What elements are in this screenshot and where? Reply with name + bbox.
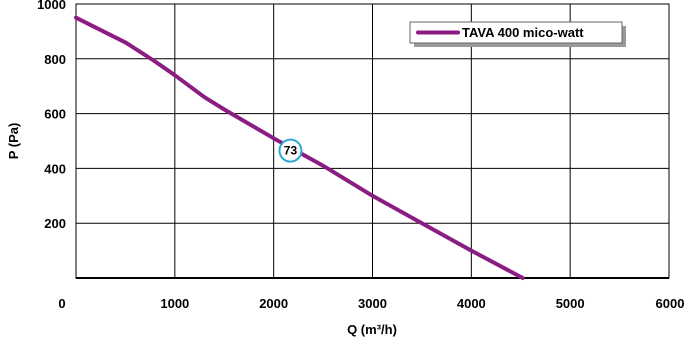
- y-tick-label: 1000: [37, 0, 66, 12]
- x-tick-labels: 0 1000 2000 3000 4000 5000 6000: [58, 296, 684, 311]
- y-tick-label: 200: [44, 216, 66, 231]
- x-tick-label: 5000: [556, 296, 585, 311]
- legend-label: TAVA 400 mico-watt: [462, 25, 584, 40]
- grid-lines: [76, 4, 669, 278]
- y-tick-labels: 200 400 600 800 1000: [37, 0, 66, 231]
- annotations: 73: [278, 138, 303, 163]
- x-tick-label: 6000: [656, 296, 685, 311]
- series-group: [74, 15, 525, 280]
- y-axis-title: P (Pa): [6, 123, 21, 160]
- y-tick-label: 800: [44, 52, 66, 67]
- x-tick-label: 4000: [457, 296, 486, 311]
- x-tick-label: 2000: [259, 296, 288, 311]
- x-tick-label: 0: [58, 296, 65, 311]
- series-line: [74, 15, 525, 280]
- annotation-circle: [278, 138, 303, 163]
- annotation-label: 73: [284, 144, 298, 158]
- legend: TAVA 400 mico-watt: [409, 21, 626, 47]
- y-tick-label: 400: [44, 161, 66, 176]
- x-axis-title: Q (m³/h): [347, 322, 397, 337]
- y-tick-label: 600: [44, 107, 66, 122]
- x-tick-label: 1000: [160, 296, 189, 311]
- legend-box: [409, 21, 623, 44]
- x-tick-label: 3000: [358, 296, 387, 311]
